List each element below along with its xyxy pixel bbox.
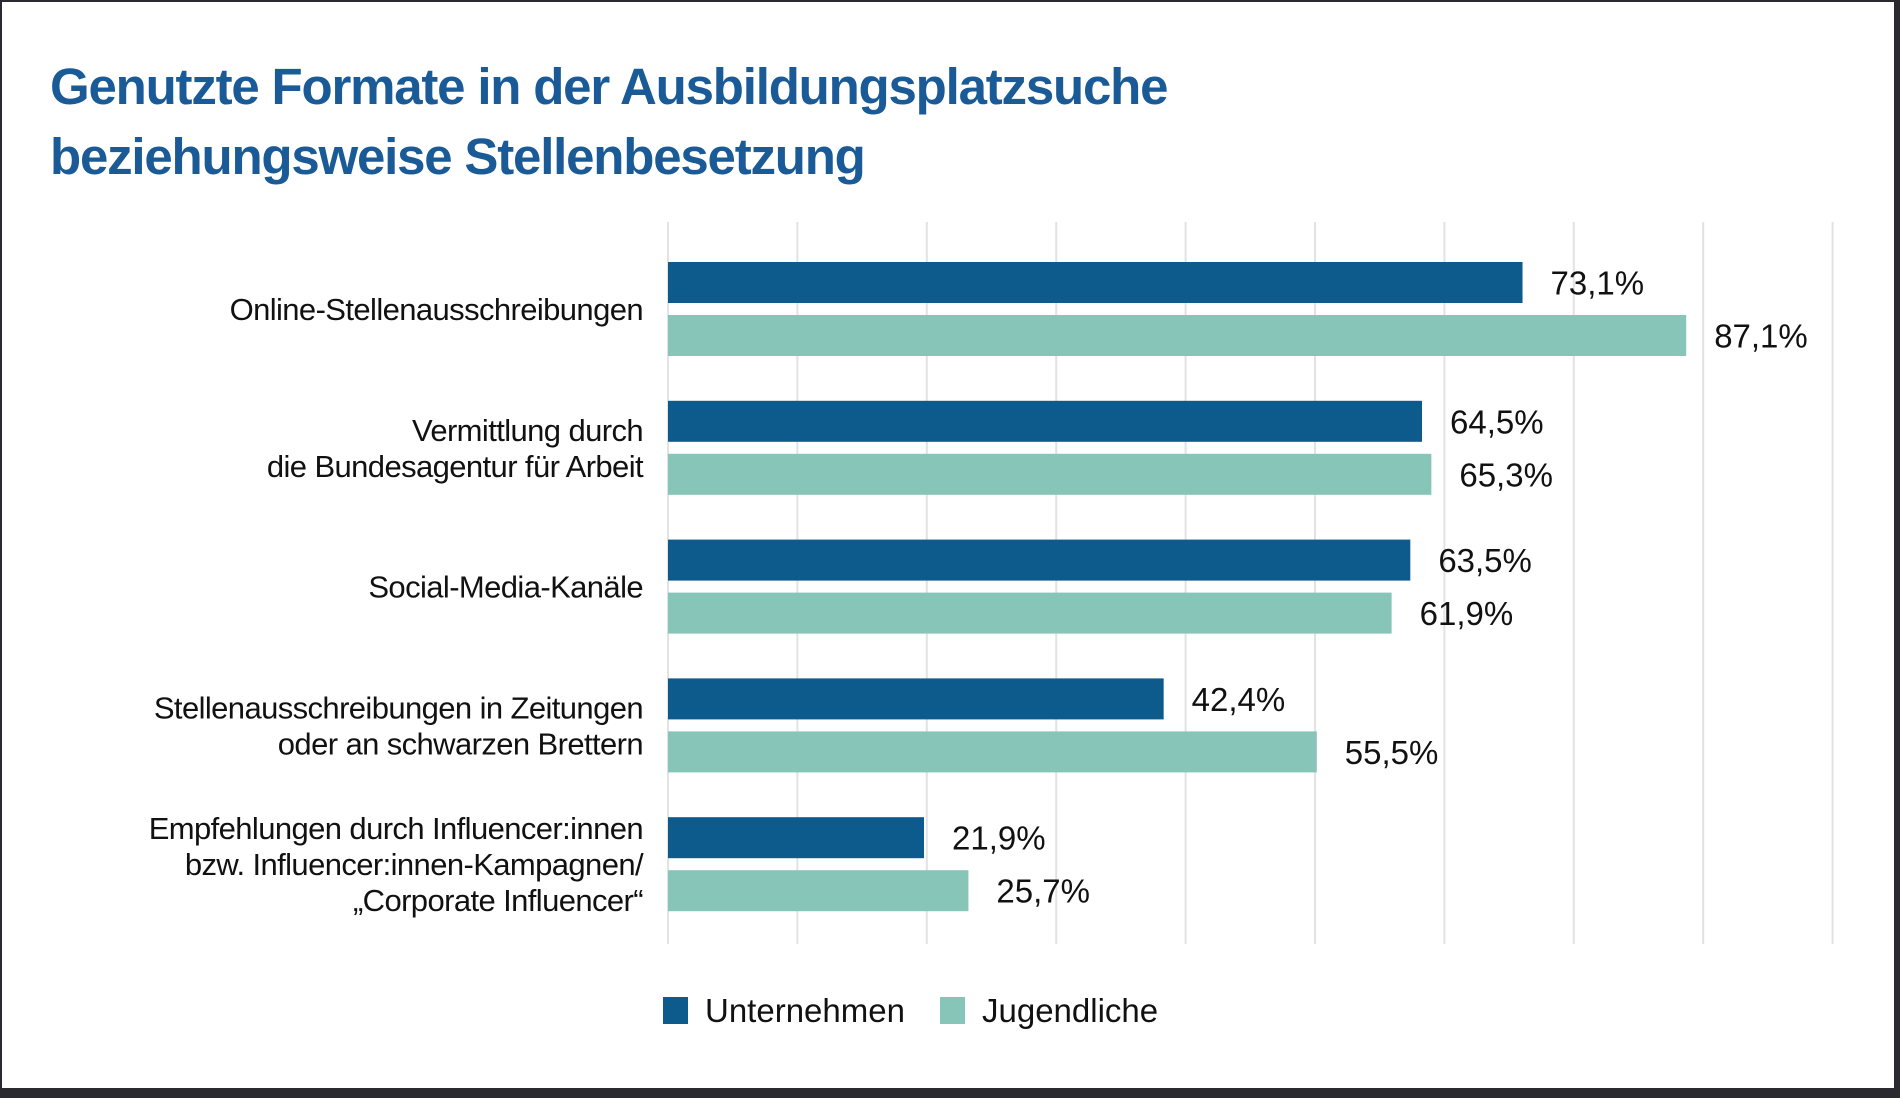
category-labels: Online-Stellenausschreibungen Vermittlung…: [149, 292, 645, 918]
value-label-jugendliche: 55,5%: [1345, 734, 1439, 771]
category-label: die Bundesagentur für Arbeit: [267, 449, 644, 484]
value-label-unternehmen: 21,9%: [952, 820, 1046, 857]
value-label-unternehmen: 73,1%: [1551, 265, 1645, 302]
bar-unternehmen: [668, 539, 1411, 581]
bar-unternehmen: [668, 678, 1164, 720]
value-label-jugendliche: 61,9%: [1420, 595, 1514, 632]
value-label-jugendliche: 65,3%: [1459, 456, 1553, 493]
category-label: Online-Stellenausschreibungen: [230, 292, 643, 327]
legend-label: Unternehmen: [705, 992, 905, 1029]
chart-title: Genutzte Formate in der Ausbildungsplatz…: [50, 52, 1168, 192]
bar-jugendliche: [668, 315, 1687, 356]
value-label-unternehmen: 64,5%: [1450, 403, 1544, 440]
chart-title-line-1: Genutzte Formate in der Ausbildungsplatz…: [50, 58, 1168, 115]
bar-unternehmen: [668, 262, 1523, 303]
category-label: Social-Media-Kanäle: [368, 570, 643, 605]
chart-title-line-2: beziehungsweise Stellenbesetzung: [50, 128, 866, 185]
category-label: Empfehlungen durch Influencer:innen: [149, 811, 643, 846]
bar-jugendliche: [668, 731, 1317, 773]
legend-label: Jugendliche: [982, 992, 1158, 1029]
value-label-unternehmen: 63,5%: [1438, 542, 1532, 579]
bars: [668, 262, 1687, 912]
legend-swatch: [663, 997, 688, 1024]
legend-swatch: [940, 997, 965, 1024]
bar-jugendliche: [668, 870, 969, 912]
category-label: Vermittlung durch: [412, 413, 643, 448]
value-label-jugendliche: 87,1%: [1714, 318, 1808, 355]
category-label: bzw. Influencer:innen-Kampagnen/: [185, 847, 644, 882]
category-label: oder an schwarzen Brettern: [278, 726, 643, 761]
legend-item-unternehmen: Unternehmen: [663, 992, 905, 1029]
legend: Unternehmen Jugendliche: [663, 992, 1158, 1029]
bar-unternehmen: [668, 400, 1423, 442]
bar-unternehmen: [668, 817, 925, 859]
category-label: „Corporate Influencer“: [353, 883, 643, 918]
value-label-unternehmen: 42,4%: [1192, 681, 1286, 718]
bar-jugendliche: [668, 592, 1392, 634]
bar-jugendliche: [668, 453, 1432, 495]
value-label-jugendliche: 25,7%: [996, 873, 1090, 910]
category-label: Stellenausschreibungen in Zeitungen: [154, 690, 643, 725]
value-labels: 73,1% 87,1% 64,5% 65,3% 63,5% 61,9% 42,4% 55,5%…: [952, 265, 1808, 910]
legend-item-jugendliche: Jugendliche: [940, 992, 1158, 1029]
